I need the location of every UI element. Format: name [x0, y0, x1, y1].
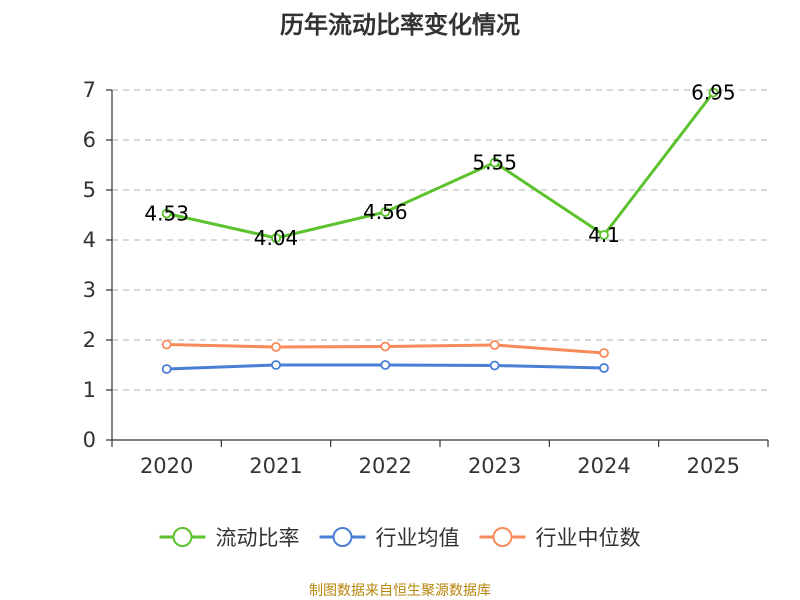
data-point: [599, 230, 609, 240]
legend-marker: [492, 527, 513, 547]
data-point: [599, 363, 609, 373]
y-tick-label: 7: [83, 78, 96, 102]
data-point: [708, 87, 719, 98]
y-tick-label: 6: [83, 128, 96, 152]
data-label: 4.1: [588, 223, 620, 247]
data-point: [271, 342, 281, 352]
x-tick-label: 2020: [140, 454, 193, 478]
data-point: [161, 339, 172, 350]
data-label: 5.55: [472, 151, 517, 175]
axes: 0 1 2 3 4 5 6 7 2020 2021 2022 2023 2024 2025: [83, 78, 769, 478]
data-point: [380, 207, 391, 217]
data-point: [161, 364, 172, 374]
x-tick-label: 2025: [687, 454, 740, 478]
y-tick-label: 3: [83, 278, 96, 302]
y-tick-label: 4: [83, 228, 96, 252]
source-note: 制图数据来自恒生聚源数据库: [309, 583, 491, 599]
x-tick-label: 2024: [577, 454, 630, 478]
chart-title: 历年流动比率变化情况: [280, 11, 520, 39]
data-label: 4.56: [363, 200, 408, 224]
y-tick-label: 5: [83, 178, 96, 202]
legend-item[interactable]: 流动比率: [159, 526, 300, 550]
x-tick-label: 2022: [359, 454, 412, 478]
data-point: [271, 360, 281, 370]
legend-marker: [172, 527, 193, 547]
legend: 流动比率 行业均值 行业中位数: [159, 526, 641, 550]
data-label: 6.95: [691, 81, 736, 105]
data-point: [489, 360, 500, 371]
legend-label: 行业均值: [376, 526, 460, 550]
x-tick-label: 2023: [468, 454, 521, 478]
data-point: [271, 233, 281, 243]
y-tick-label: 2: [83, 328, 96, 352]
y-tick-label: 1: [83, 378, 96, 402]
y-tick-label: 0: [83, 428, 96, 452]
legend-item[interactable]: 行业中位数: [479, 526, 641, 550]
data-point: [380, 341, 391, 352]
series: [161, 87, 719, 374]
data-point: [489, 157, 500, 168]
data-point: [380, 360, 391, 370]
legend-label: 行业中位数: [536, 526, 641, 550]
data-point: [599, 348, 609, 358]
legend-item[interactable]: 行业均值: [319, 526, 460, 550]
data-label: 4.53: [144, 202, 189, 226]
legend-label: 流动比率: [216, 526, 300, 550]
legend-marker: [332, 527, 353, 547]
data-point: [489, 340, 500, 350]
series-line: [166, 91, 715, 240]
data-label: 4.04: [254, 226, 299, 250]
data-labels: 4.53 4.04 4.56 5.55 4.1 6.95: [144, 81, 735, 251]
data-point: [161, 208, 172, 219]
x-tick-label: 2021: [249, 454, 302, 478]
